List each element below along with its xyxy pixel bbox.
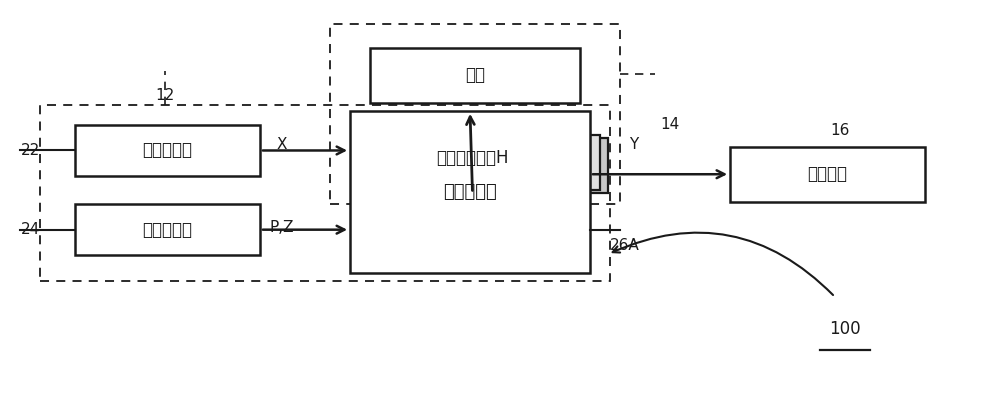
Bar <box>40 105 610 281</box>
Text: 16: 16 <box>830 123 850 138</box>
Text: 音响生成部: 音响生成部 <box>142 141 192 160</box>
Text: 26A: 26A <box>610 238 640 253</box>
Bar <box>365 135 600 190</box>
Bar <box>730 147 925 202</box>
Bar <box>75 125 260 176</box>
Text: 22: 22 <box>20 143 40 158</box>
Text: 12: 12 <box>155 88 175 103</box>
Text: 程序: 程序 <box>465 66 485 84</box>
Bar <box>355 131 590 186</box>
Bar <box>75 204 260 255</box>
Text: 24: 24 <box>20 222 40 237</box>
Text: 放音装置: 放音装置 <box>808 165 848 183</box>
Text: P,Z: P,Z <box>270 220 294 235</box>
Text: 100: 100 <box>829 320 861 338</box>
Bar <box>330 24 620 204</box>
Bar <box>350 111 590 273</box>
Text: X: X <box>277 137 287 152</box>
Bar <box>370 48 580 103</box>
Text: 信号处理部: 信号处理部 <box>443 183 497 201</box>
Text: 头部传递特性H: 头部传递特性H <box>436 149 509 168</box>
Bar <box>373 138 608 193</box>
Text: Y: Y <box>629 137 639 152</box>
Text: 设定处理部: 设定处理部 <box>142 221 192 239</box>
Text: 14: 14 <box>660 117 679 132</box>
